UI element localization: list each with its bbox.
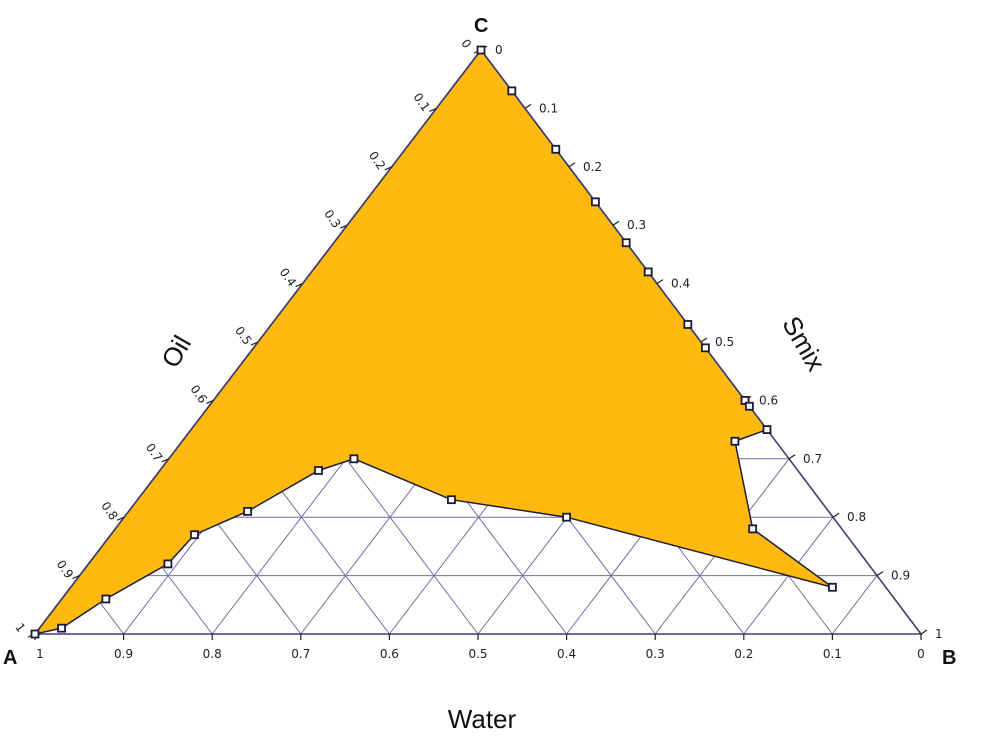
data-point-4 [621, 238, 631, 248]
oil-tick-label-6: 0.6 [187, 382, 209, 406]
oil-tick-1 [429, 107, 437, 112]
oil-tick-label-7: 0.7 [143, 441, 165, 465]
water-tick-label-2: 0.8 [203, 647, 222, 661]
oil-tick-label-9: 0.9 [54, 557, 76, 581]
vertex-label-b: B [942, 647, 956, 669]
smix-tick-label-10: 1 [935, 627, 943, 641]
data-markers [30, 45, 837, 639]
data-point-18 [243, 506, 253, 516]
water-tick-label-10: 0 [917, 647, 925, 661]
smix-tick-label-1: 0.1 [539, 101, 558, 115]
water-tick-label-5: 0.5 [468, 647, 487, 661]
oil-tick-label-3: 0.3 [321, 207, 343, 231]
data-point-21 [101, 594, 111, 604]
oil-tick-3 [339, 224, 348, 229]
smix-tick-label-3: 0.3 [627, 218, 646, 232]
smix-tick-label-4: 0.4 [671, 277, 690, 291]
axis-title-smix: Smix [776, 311, 831, 376]
oil-tick-label-10: 1 [12, 621, 28, 635]
oil-tick-label-8: 0.8 [98, 499, 120, 523]
data-point-23 [30, 629, 40, 639]
data-point-20 [163, 559, 173, 569]
oil-tick-label-5: 0.5 [232, 324, 254, 348]
data-point-11 [730, 436, 740, 446]
water-tick-label-9: 0.1 [823, 647, 842, 661]
microemulsion-region [33, 48, 833, 636]
oil-tick-4 [295, 283, 303, 288]
smix-tick-2 [568, 162, 576, 168]
smix-tick-9 [876, 571, 884, 577]
water-tick-label-3: 0.7 [291, 647, 310, 661]
smix-tick-4 [656, 279, 664, 285]
smix-tick-1 [524, 103, 532, 109]
data-point-9 [745, 401, 754, 411]
smix-tick-label-6: 0.6 [759, 393, 778, 407]
data-point-16 [349, 454, 359, 464]
axis-title-oil: Oil [155, 330, 197, 373]
data-point-0 [476, 45, 486, 55]
data-point-13 [828, 582, 837, 592]
data-point-3 [591, 197, 600, 207]
smix-tick-label-2: 0.2 [583, 160, 602, 174]
oil-tick-label-2: 0.2 [366, 149, 388, 173]
data-point-12 [748, 524, 758, 534]
smix-tick-label-0: 0 [495, 43, 503, 57]
data-point-14 [562, 512, 571, 522]
water-tick-label-8: 0.2 [734, 647, 753, 661]
oil-tick-8 [116, 516, 125, 521]
smix-tick-label-9: 0.9 [891, 569, 910, 583]
smix-tick-8 [832, 512, 840, 518]
data-point-15 [447, 495, 456, 505]
smix-tick-label-7: 0.7 [803, 452, 822, 466]
oil-tick-5 [250, 341, 259, 346]
vertex-label-a: A [3, 647, 17, 669]
smix-tick-7 [788, 454, 796, 460]
data-point-17 [314, 466, 323, 475]
data-point-1 [507, 86, 517, 96]
oil-tick-7 [161, 458, 170, 463]
oil-tick-6 [206, 399, 214, 404]
oil-tick-label-1: 0.1 [410, 90, 432, 114]
data-point-7 [701, 343, 710, 353]
oil-tick-9 [72, 575, 80, 580]
oil-tick-2 [384, 166, 393, 171]
water-tick-label-4: 0.6 [380, 647, 399, 661]
data-point-5 [643, 267, 653, 277]
data-point-19 [190, 530, 199, 540]
smix-tick-label-5: 0.5 [715, 335, 734, 349]
vertex-label-c: C [474, 15, 488, 37]
water-tick-label-7: 0.3 [646, 647, 665, 661]
water-tick-label-1: 0.9 [114, 647, 133, 661]
axis-title-water: Water [448, 704, 517, 734]
oil-tick-label-0: 0 [458, 37, 474, 51]
data-point-22 [57, 623, 66, 633]
data-point-10 [762, 425, 772, 435]
data-point-2 [551, 144, 561, 154]
oil-tick-label-4: 0.4 [277, 265, 299, 289]
data-point-6 [683, 320, 693, 329]
data-point-8 [740, 395, 750, 405]
smix-tick-3 [612, 220, 620, 226]
water-tick-label-6: 0.4 [557, 647, 576, 661]
smix-tick-5 [700, 337, 708, 343]
water-tick-label-0: 1 [36, 647, 44, 661]
smix-tick-10 [920, 629, 928, 635]
smix-tick-label-8: 0.8 [847, 510, 866, 524]
grid-line-water-9 [832, 575, 878, 635]
